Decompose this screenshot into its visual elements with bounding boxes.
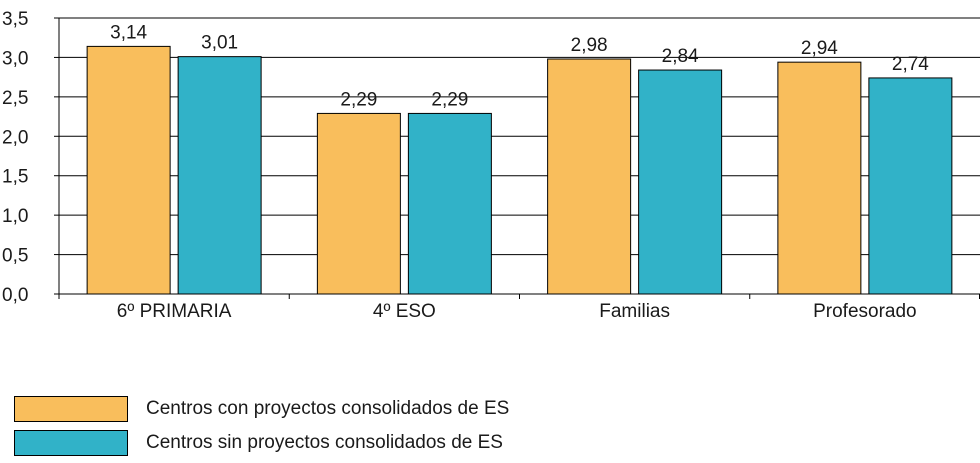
x-tick-label: Familias <box>599 301 670 322</box>
x-tick-label: 4º ESO <box>373 301 436 322</box>
data-label: 2,29 <box>340 89 377 110</box>
legend-item-con: Centros con proyectos consolidados de ES <box>14 392 509 426</box>
legend-label-con: Centros con proyectos consolidados de ES <box>146 398 510 419</box>
data-label: 2,74 <box>892 54 929 75</box>
y-tick-label: 2,0 <box>2 127 28 148</box>
x-tick-label: Profesorado <box>813 301 917 322</box>
bar <box>86 45 171 295</box>
data-label: 2,29 <box>431 89 468 110</box>
data-label: 2,98 <box>571 35 608 56</box>
bar <box>547 58 632 295</box>
y-tick-label: 1,5 <box>2 167 28 188</box>
data-label: 3,14 <box>110 22 147 43</box>
y-tick-label: 3,0 <box>2 48 28 69</box>
data-label: 2,94 <box>801 38 838 59</box>
data-label: 3,01 <box>201 33 238 54</box>
bar <box>868 77 953 295</box>
y-tick-label: 2,5 <box>2 88 28 109</box>
legend-label-sin: Centros sin proyectos consolidados de ES <box>146 432 503 453</box>
bar <box>777 61 862 295</box>
bar <box>407 112 492 295</box>
x-tick-label: 6º PRIMARIA <box>117 301 232 322</box>
bars <box>86 45 953 295</box>
data-label: 2,84 <box>662 46 699 67</box>
legend: Centros con proyectos consolidados de ES… <box>14 392 509 460</box>
y-tick-label: 3,5 <box>2 9 28 30</box>
bar <box>638 69 723 295</box>
y-tick-label: 0,5 <box>2 246 28 267</box>
legend-swatch-con <box>14 396 128 422</box>
bar <box>177 56 262 295</box>
axes <box>54 17 980 299</box>
legend-swatch-sin <box>14 430 128 456</box>
y-tick-label: 1,0 <box>2 206 28 227</box>
bar-chart: 0,0 0,5 1,0 1,5 2,0 2,5 3,0 3,5 3,14 3,01 6º PRIMA… <box>2 9 980 322</box>
y-tick-label: 0,0 <box>2 285 28 306</box>
bar <box>316 112 401 295</box>
labels: 0,0 0,5 1,0 1,5 2,0 2,5 3,0 3,5 3,14 3,01 6º PRIMA… <box>2 9 929 322</box>
legend-item-sin: Centros sin proyectos consolidados de ES <box>14 426 509 460</box>
